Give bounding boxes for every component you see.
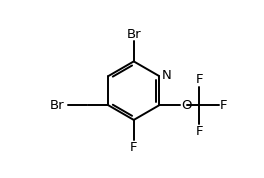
Text: F: F xyxy=(130,141,138,154)
Text: Br: Br xyxy=(50,99,64,112)
Text: O: O xyxy=(181,99,192,112)
Text: Br: Br xyxy=(126,28,141,41)
Text: F: F xyxy=(195,125,203,138)
Text: F: F xyxy=(195,73,203,86)
Text: N: N xyxy=(162,69,172,82)
Text: F: F xyxy=(220,99,227,112)
